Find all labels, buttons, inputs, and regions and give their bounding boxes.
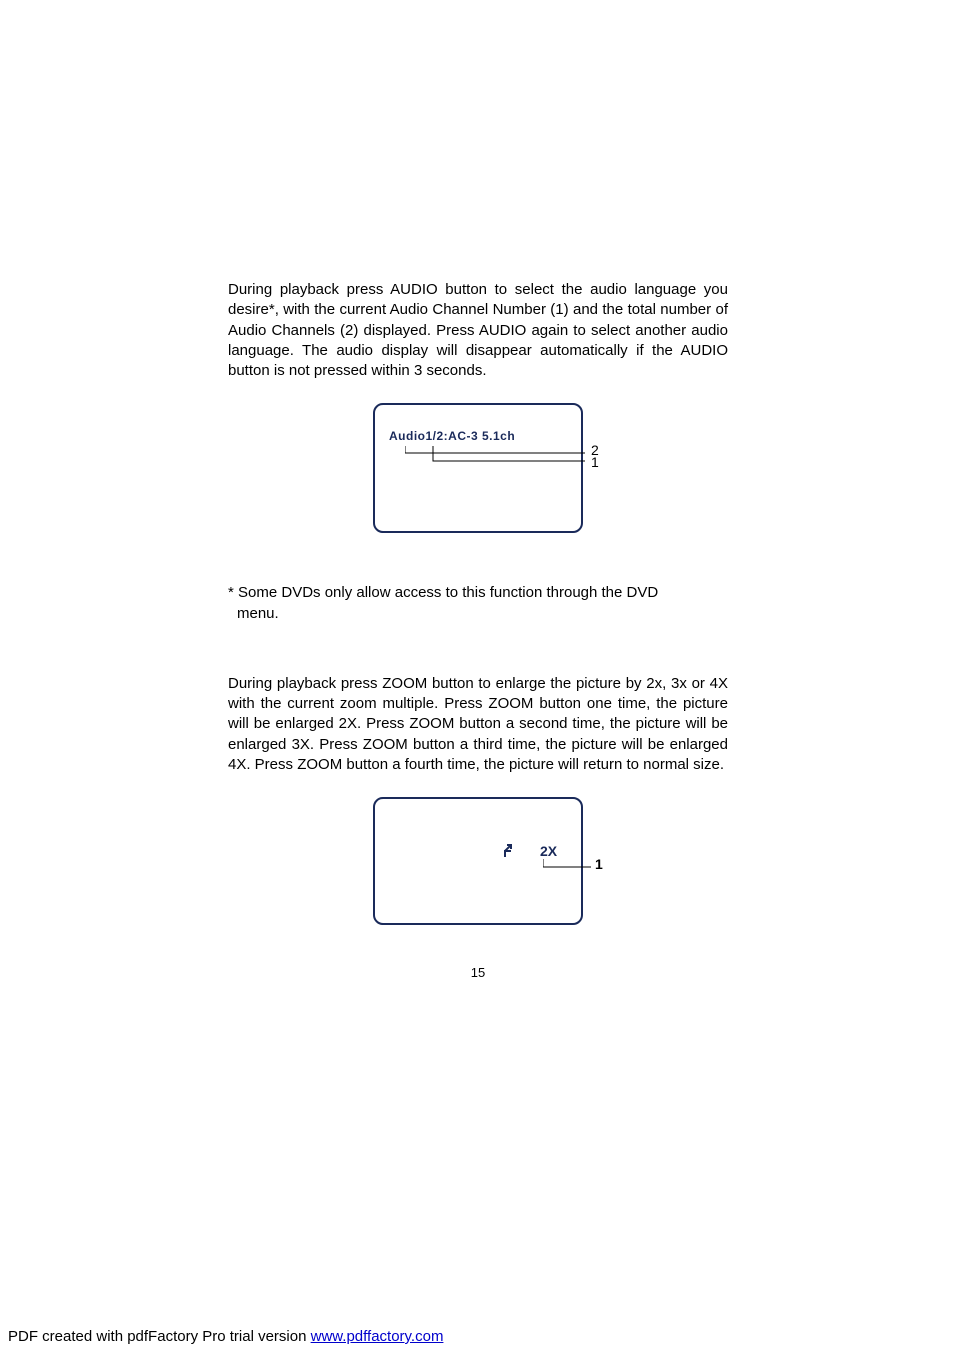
zoom-figure: 2X 1 <box>228 797 728 925</box>
audio-paragraph: During playback press AUDIO button to se… <box>228 280 728 381</box>
footnote: * Some DVDs only allow access to this fu… <box>228 583 728 624</box>
footnote-line1: * Some DVDs only allow access to this fu… <box>228 583 728 603</box>
callout-1: 1 <box>591 455 599 469</box>
zoom-screen: 2X <box>373 797 583 925</box>
pdf-footer: PDF created with pdfFactory Pro trial ve… <box>8 1328 443 1345</box>
zoom-icon <box>503 843 521 861</box>
footer-link[interactable]: www.pdffactory.com <box>311 1328 444 1345</box>
page-number: 15 <box>228 965 728 980</box>
zoom-callout-1: 1 <box>595 857 603 871</box>
audio-figure: Audio1/2:AC-3 5.1ch 2 1 <box>228 403 728 533</box>
zoom-callout-line <box>543 857 603 873</box>
footnote-line2: menu. <box>228 604 728 624</box>
zoom-paragraph: During playback press ZOOM button to enl… <box>228 674 728 775</box>
audio-screen: Audio1/2:AC-3 5.1ch <box>373 403 583 533</box>
footer-prefix: PDF created with pdfFactory Pro trial ve… <box>8 1328 311 1345</box>
